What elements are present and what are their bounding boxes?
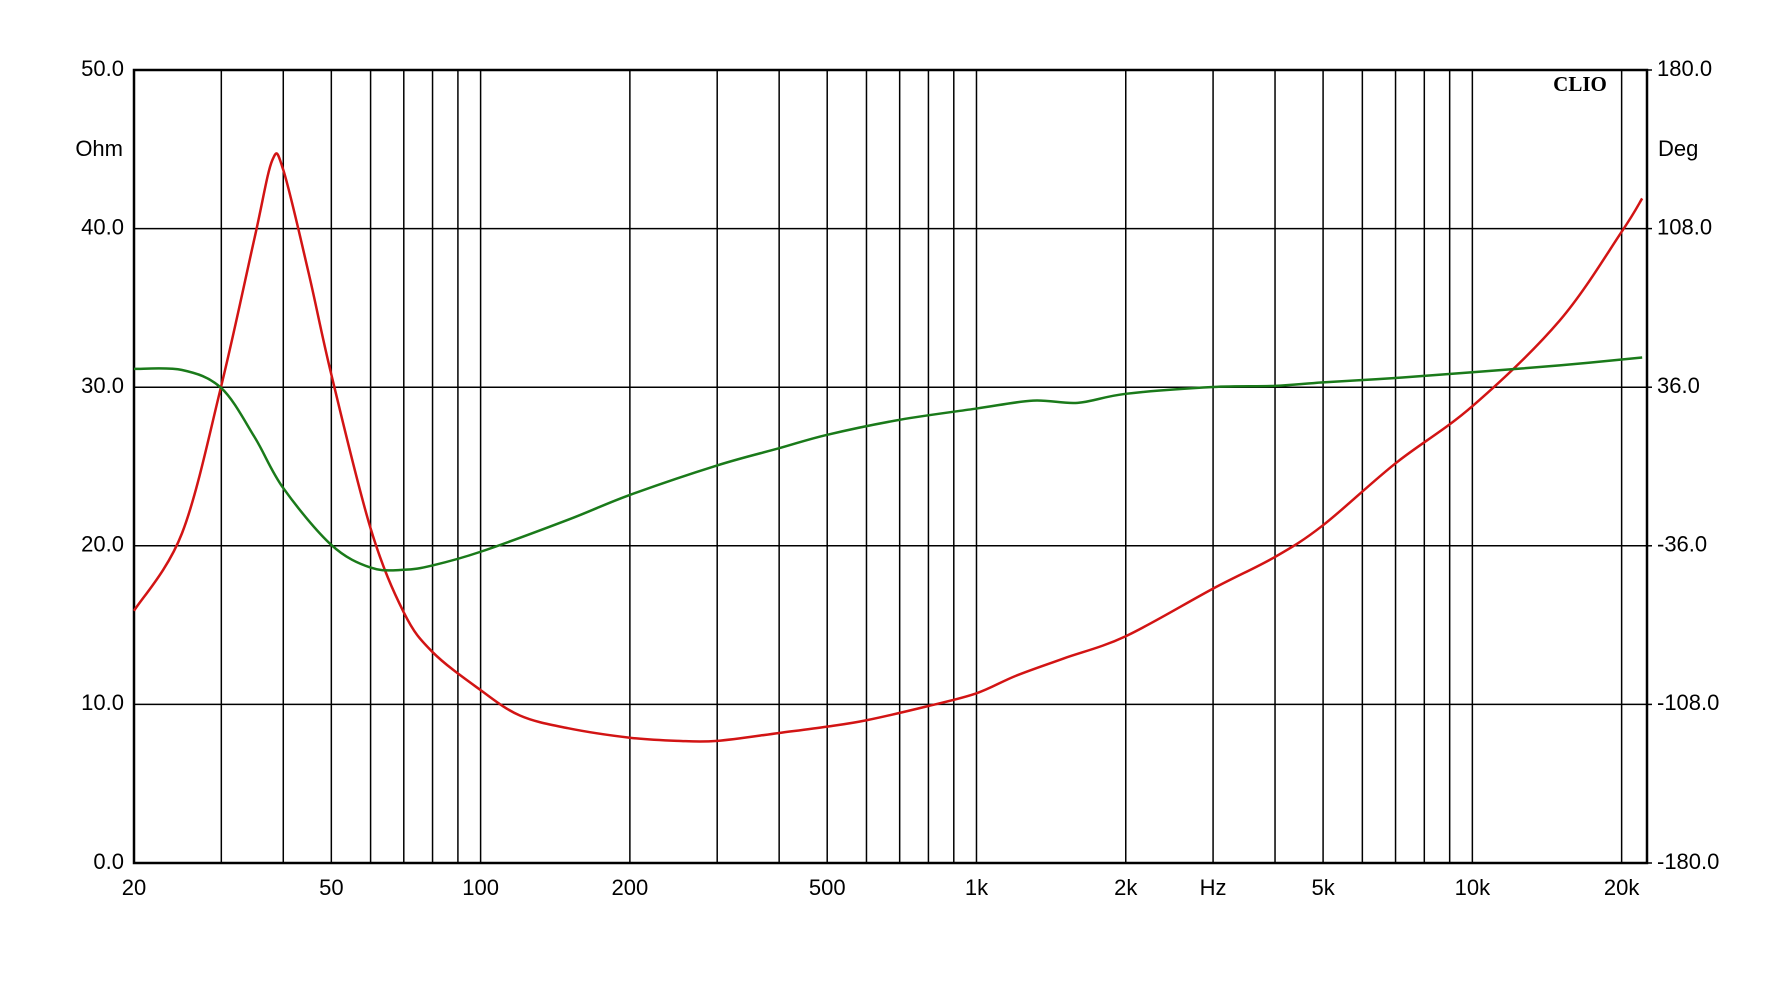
- x-tick-label: 20k: [1604, 875, 1640, 900]
- y2-tick-label: 180.0: [1657, 56, 1712, 81]
- y-tick-label: 20.0: [81, 532, 124, 557]
- x-tick-label: 200: [612, 875, 649, 900]
- data-line: [133, 356, 1643, 572]
- x-tick-label: 20: [122, 875, 146, 900]
- y-axis-label: Ohm: [75, 136, 123, 161]
- y2-tick-label: -108.0: [1657, 690, 1719, 715]
- x-tick-label: 1k: [965, 875, 989, 900]
- y-tick-label: 40.0: [81, 214, 124, 239]
- plot-frame: [132, 68, 1649, 865]
- x-tick-label: 10k: [1455, 875, 1491, 900]
- x-tick-label: 50: [319, 875, 343, 900]
- y2-tick-label: 108.0: [1657, 214, 1712, 239]
- y-tick-label: 10.0: [81, 690, 124, 715]
- y-tick-label: 30.0: [81, 373, 124, 398]
- annotation: CLIO: [1553, 72, 1607, 96]
- y2-tick-label: 36.0: [1657, 373, 1700, 398]
- x-tick-label: 100: [462, 875, 499, 900]
- x-tick-label: 2k: [1114, 875, 1138, 900]
- x-tick-label: Hz: [1200, 875, 1227, 900]
- x-tick-label: 500: [809, 875, 846, 900]
- y-tick-label: 50.0: [81, 56, 124, 81]
- y2-axis-label: Deg: [1658, 136, 1698, 161]
- y-tick-label: 0.0: [93, 849, 124, 874]
- x-tick-label: 5k: [1311, 875, 1335, 900]
- data-line: [132, 152, 1644, 743]
- y2-tick-label: -180.0: [1657, 849, 1719, 874]
- y2-tick-label: -36.0: [1657, 532, 1707, 557]
